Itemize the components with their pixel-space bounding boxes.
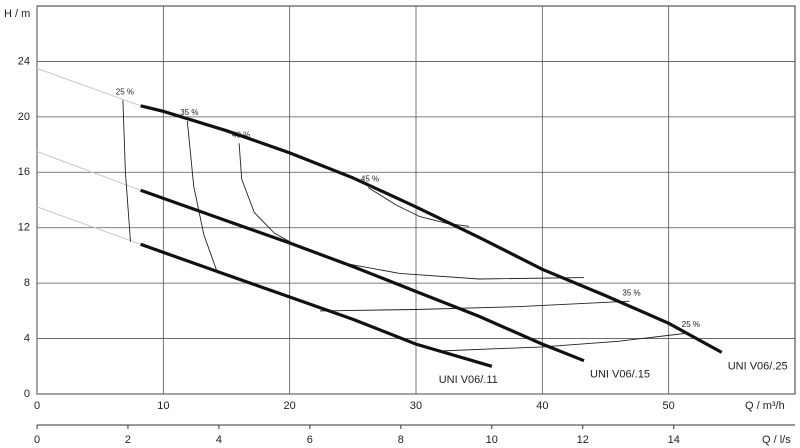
- x2-tick-label: 12: [577, 434, 589, 446]
- efficiency-label: 35 %: [622, 288, 640, 297]
- extension-line: [36, 67, 141, 107]
- pump-curve: [140, 104, 723, 354]
- x2-tick-label: 6: [307, 434, 313, 446]
- efficiency-curve: [319, 300, 630, 312]
- efficiency-label: 45 %: [361, 175, 379, 184]
- x2-tick-label: 4: [216, 434, 222, 446]
- y-tick-label: 8: [24, 277, 30, 289]
- y-tick-label: 4: [24, 332, 30, 344]
- x-tick-label: 10: [157, 400, 169, 412]
- y-tick-label: 20: [18, 111, 30, 123]
- x-tick-label: 0: [34, 400, 40, 412]
- efficiency-curve: [439, 332, 689, 352]
- pump-curve: [140, 188, 585, 363]
- x-tick-label: 40: [536, 400, 548, 412]
- y-tick-label: 16: [18, 166, 30, 178]
- x-tick-label: 20: [284, 400, 296, 412]
- extension-line: [36, 151, 141, 191]
- pump-curve: [140, 242, 493, 368]
- y-tick-label: 0: [24, 388, 30, 400]
- y-tick-label: 12: [18, 222, 30, 234]
- curve-label: UNI V06/.25: [728, 360, 788, 372]
- y-tick-label: 24: [18, 55, 30, 67]
- x2-tick-label: 0: [34, 434, 40, 446]
- x-axis-label: Q / m³/h: [745, 400, 785, 412]
- extension-line: [36, 206, 141, 245]
- x2-tick-label: 10: [486, 434, 498, 446]
- efficiency-label: 35 %: [180, 108, 198, 117]
- efficiency-curve: [238, 143, 585, 280]
- x2-tick-label: 2: [125, 434, 131, 446]
- x-tick-label: 30: [410, 400, 422, 412]
- y-axis-label: H / m: [4, 8, 30, 20]
- x-tick-label: 50: [663, 400, 675, 412]
- efficiency-curve: [122, 100, 131, 242]
- efficiency-label: 25 %: [116, 87, 134, 96]
- x2-tick-label: 14: [668, 434, 680, 446]
- efficiency-label: 25 %: [682, 320, 700, 329]
- x2-tick-label: 8: [398, 434, 404, 446]
- x2-axis-label: Q / l/s: [762, 434, 791, 446]
- efficiency-curve: [186, 120, 219, 274]
- curve-label: UNI V06/.11: [439, 374, 498, 386]
- curve-label: UNI V06/.15: [590, 369, 650, 381]
